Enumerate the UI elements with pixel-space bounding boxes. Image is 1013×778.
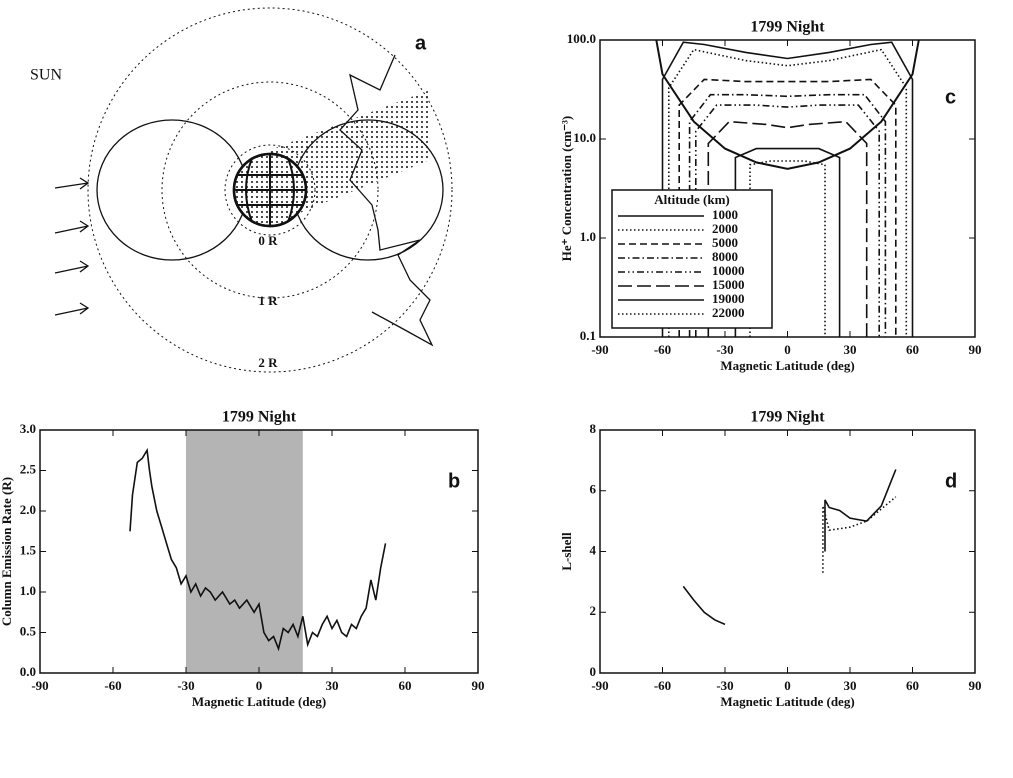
y-tick-label: 4 bbox=[590, 542, 597, 557]
x-tick-label: -60 bbox=[654, 342, 671, 357]
earth-grid bbox=[234, 154, 306, 226]
legend-label: 19000 bbox=[712, 291, 745, 306]
y-tick-label: 2.0 bbox=[20, 502, 36, 517]
y-tick-label: 6 bbox=[590, 482, 597, 497]
data-line bbox=[707, 120, 868, 337]
x-tick-label: 0 bbox=[784, 342, 791, 357]
x-tick-label: 0 bbox=[784, 678, 791, 693]
x-tick-label: 60 bbox=[399, 678, 412, 693]
panel-letter: d bbox=[945, 470, 957, 492]
data-line bbox=[661, 41, 914, 337]
plot-frame bbox=[599, 429, 976, 674]
y-tick-label: 8 bbox=[590, 421, 597, 436]
y-axis-label: Column Emission Rate (R) bbox=[0, 477, 14, 626]
x-tick-label: -90 bbox=[31, 678, 48, 693]
ring bbox=[87, 7, 453, 373]
x-axis-label: Magnetic Latitude (deg) bbox=[720, 358, 854, 373]
x-tick-label: 90 bbox=[969, 678, 982, 693]
chart-title: 1799 Night bbox=[750, 409, 825, 426]
plot-frame bbox=[599, 39, 976, 338]
x-tick-label: 90 bbox=[472, 678, 485, 693]
x-axis-label: Magnetic Latitude (deg) bbox=[720, 694, 854, 709]
data-line bbox=[682, 469, 897, 626]
panel-letter: a bbox=[415, 32, 427, 54]
y-tick-label: 10.0 bbox=[573, 130, 596, 145]
emission-trace bbox=[339, 54, 434, 347]
x-tick-label: -30 bbox=[716, 678, 733, 693]
y-tick-label: 0.5 bbox=[20, 623, 37, 638]
legend: Altitude (km)100020005000800010000150001… bbox=[611, 189, 773, 329]
ring-label: 2 R bbox=[258, 355, 278, 370]
data-line bbox=[688, 93, 887, 337]
y-axis-label: He⁺ Concentration (cm⁻³) bbox=[559, 116, 574, 261]
data-line bbox=[129, 447, 387, 652]
chart-title: 1799 Night bbox=[750, 19, 825, 36]
ring-label: 1 R bbox=[258, 293, 278, 308]
y-tick-label: 100.0 bbox=[567, 31, 596, 46]
x-tick-label: 90 bbox=[969, 342, 982, 357]
legend-label: 8000 bbox=[712, 249, 738, 264]
data-line bbox=[678, 78, 897, 337]
y-tick-label: 1.5 bbox=[20, 542, 37, 557]
x-axis-label: Magnetic Latitude (deg) bbox=[192, 694, 326, 709]
legend-label: 2000 bbox=[712, 221, 738, 236]
panel-letter: c bbox=[945, 86, 956, 108]
y-axis-label: L-shell bbox=[559, 532, 574, 571]
y-tick-label: 0.1 bbox=[580, 328, 596, 343]
legend-label: 22000 bbox=[712, 305, 745, 320]
legend-label: 15000 bbox=[712, 277, 745, 292]
data-line bbox=[668, 48, 908, 337]
data-line bbox=[734, 147, 841, 337]
panel-letter: b bbox=[448, 470, 460, 492]
ring-label: 0 R bbox=[258, 233, 278, 248]
chart-title: 1799 Night bbox=[222, 409, 297, 426]
data-line bbox=[695, 104, 880, 337]
y-tick-label: 1.0 bbox=[580, 229, 596, 244]
ring bbox=[161, 81, 379, 299]
x-tick-label: -90 bbox=[591, 678, 608, 693]
x-tick-label: 30 bbox=[326, 678, 339, 693]
legend-label: 1000 bbox=[712, 207, 738, 222]
sun-arrow bbox=[54, 177, 90, 316]
data-line bbox=[822, 496, 897, 573]
y-tick-label: 1.0 bbox=[20, 583, 36, 598]
x-tick-label: 60 bbox=[906, 678, 919, 693]
x-tick-label: -60 bbox=[654, 678, 671, 693]
plot-frame bbox=[39, 429, 479, 674]
y-tick-label: 3.0 bbox=[20, 421, 36, 436]
y-tick-label: 0 bbox=[590, 664, 597, 679]
data-line bbox=[749, 160, 826, 337]
x-tick-label: 60 bbox=[906, 342, 919, 357]
legend-label: 10000 bbox=[712, 263, 745, 278]
legend-label: 5000 bbox=[712, 235, 738, 250]
legend-box bbox=[611, 189, 773, 329]
boundary-line bbox=[655, 39, 920, 170]
y-tick-label: 2.5 bbox=[20, 461, 37, 476]
sun-label: SUN bbox=[30, 67, 62, 84]
view-band bbox=[270, 90, 430, 225]
y-tick-label: 2 bbox=[590, 603, 597, 618]
x-tick-label: -90 bbox=[591, 342, 608, 357]
y-tick-label: 0.0 bbox=[20, 664, 36, 679]
shaded-region bbox=[186, 430, 303, 673]
x-tick-label: -60 bbox=[104, 678, 121, 693]
x-tick-label: -30 bbox=[177, 678, 194, 693]
x-tick-label: -30 bbox=[716, 342, 733, 357]
panel-a bbox=[54, 7, 453, 373]
legend-title: Altitude (km) bbox=[654, 192, 729, 207]
x-tick-label: 30 bbox=[844, 342, 857, 357]
x-tick-label: 30 bbox=[844, 678, 857, 693]
x-tick-label: 0 bbox=[256, 678, 263, 693]
